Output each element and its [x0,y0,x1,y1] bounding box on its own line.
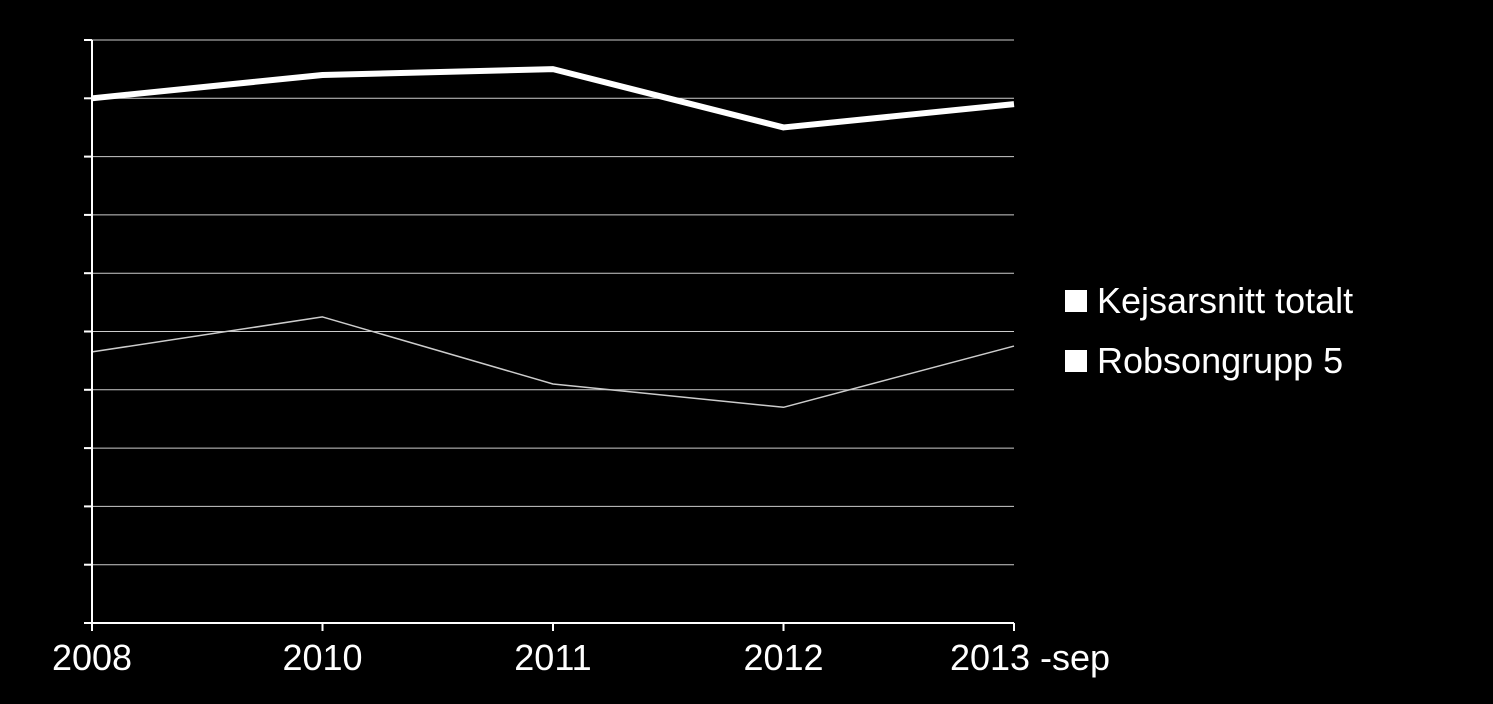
legend-label: Kejsarsnitt totalt [1097,280,1353,322]
chart-legend: Kejsarsnitt totalt Robsongrupp 5 [1065,280,1353,400]
x-tick-label: 2008 [52,637,132,679]
legend-marker [1065,290,1087,312]
legend-item: Kejsarsnitt totalt [1065,280,1353,322]
line-chart: 02468101214161820 20082010201120122013 -… [0,0,1493,704]
x-tick-label: 2011 [514,637,591,679]
legend-marker [1065,350,1087,372]
x-tick-label: 2010 [282,637,362,679]
x-tick-label: 2012 [743,637,823,679]
legend-item: Robsongrupp 5 [1065,340,1353,382]
x-tick-label: 2013 -sep [950,637,1110,679]
legend-label: Robsongrupp 5 [1097,340,1343,382]
